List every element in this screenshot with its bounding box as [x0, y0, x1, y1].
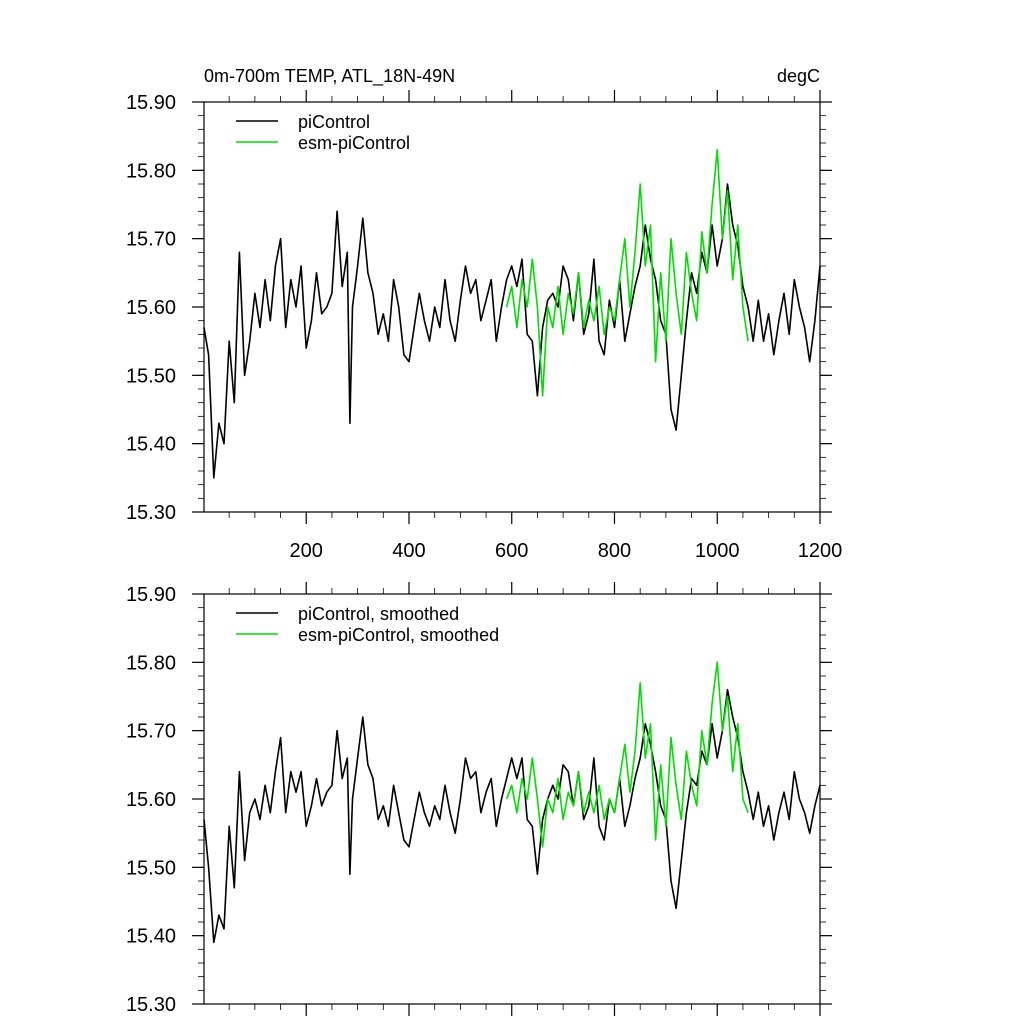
- bottom-plot-frame: [203, 593, 821, 1005]
- bottom-y-tick-label: 15.50: [126, 857, 176, 879]
- bottom-panel: 15.30 15.40 15.50 15.60 15.70 15.80 15.90 piCon…: [126, 582, 832, 1016]
- top-series-esm-picontrol-line: [505, 149, 749, 397]
- top-x-tick-label: 1200: [798, 540, 843, 562]
- top-y-tick-label: 15.80: [126, 160, 176, 182]
- top-y-tick-label: 15.50: [126, 365, 176, 387]
- bottom-series-picontrol-line: [203, 688, 821, 944]
- top-x-tick-label: 600: [495, 540, 528, 562]
- bottom-legend-label: esm-piControl, smoothed: [298, 625, 499, 645]
- top-x-tick-label: 200: [290, 540, 323, 562]
- top-series-picontrol-line: [203, 183, 821, 479]
- top-panel-title: 0m-700m TEMP, ATL_18N-49N: [204, 66, 455, 87]
- bottom-legend-label: piControl, smoothed: [298, 604, 459, 624]
- top-x-tick-label: 1000: [695, 540, 740, 562]
- top-y-tick-label: 15.90: [126, 92, 176, 114]
- bottom-y-tick-label: 15.90: [126, 584, 176, 606]
- bottom-y-tick-label: 15.60: [126, 789, 176, 811]
- top-x-tick-label: 400: [392, 540, 425, 562]
- bottom-y-tick-label: 15.40: [126, 926, 176, 948]
- bottom-series-esm-picontrol-line: [505, 661, 749, 848]
- top-legend-label: esm-piControl: [298, 133, 410, 153]
- top-legend-label: piControl: [298, 112, 370, 132]
- top-panel: 0m-700m TEMP, ATL_18N-49N degC 15.30 15.4…: [126, 66, 842, 562]
- top-x-tick-label: 800: [598, 540, 631, 562]
- bottom-y-tick-label: 15.80: [126, 652, 176, 674]
- bottom-y-tick-label: 15.70: [126, 721, 176, 743]
- top-panel-units: degC: [777, 66, 820, 86]
- top-y-tick-label: 15.60: [126, 297, 176, 319]
- bottom-y-tick-label: 15.30: [126, 994, 176, 1016]
- top-y-tick-label: 15.70: [126, 229, 176, 251]
- top-y-tick-label: 15.40: [126, 434, 176, 456]
- top-y-tick-label: 15.30: [126, 502, 176, 524]
